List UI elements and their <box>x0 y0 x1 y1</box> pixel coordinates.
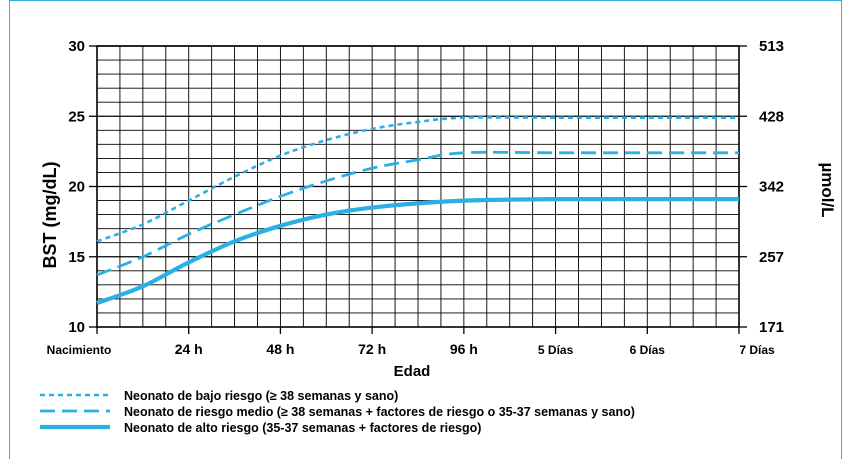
chart-series <box>96 116 739 306</box>
x-tick-label: 24 h <box>175 341 203 357</box>
legend-label: Neonato de alto riesgo (35-37 semanas + … <box>124 421 481 435</box>
y-tick-label: 25 <box>68 108 85 125</box>
x-tick-label: 96 h <box>450 341 478 357</box>
y2-tick-label: 342 <box>759 179 784 196</box>
y-tick-label: 30 <box>68 38 85 55</box>
series-line-solid <box>96 196 739 306</box>
y2-tick-label: 257 <box>759 249 784 266</box>
x-tick-label: 5 Días <box>538 343 574 357</box>
y-tick-label: 15 <box>68 249 85 266</box>
legend: Neonato de bajo riesgo (≥ 38 semanas y s… <box>40 389 635 435</box>
chart-grid <box>96 45 740 328</box>
chart-frame <box>9 0 842 459</box>
y-axis-label: BST (mg/dL) <box>40 162 60 269</box>
series-line-dotted <box>96 116 739 243</box>
y2-tick-label: 513 <box>759 38 784 55</box>
x-tick-label: Nacimiento <box>47 343 112 357</box>
y2-tick-label: 428 <box>759 108 784 125</box>
legend-label: Neonato de riesgo medio (≥ 38 semanas + … <box>124 405 635 419</box>
chart-ticks: 10 15 20 25 30 171 257 342 428 513 Nacimiento 24 h 4… <box>47 38 784 357</box>
x-tick-label: 6 Días <box>630 343 666 357</box>
y-tick-label: 20 <box>68 179 85 196</box>
legend-label: Neonato de bajo riesgo (≥ 38 semanas y s… <box>124 389 398 403</box>
x-tick-label: 7 Días <box>739 343 775 357</box>
y2-axis-label: µmol/L <box>818 162 837 217</box>
x-tick-label: 48 h <box>266 341 294 357</box>
y-tick-label: 10 <box>68 319 85 336</box>
x-tick-label: 72 h <box>358 341 386 357</box>
x-axis-label: Edad <box>394 363 431 380</box>
y2-tick-label: 171 <box>759 319 784 336</box>
series-line-dashed <box>96 150 739 277</box>
